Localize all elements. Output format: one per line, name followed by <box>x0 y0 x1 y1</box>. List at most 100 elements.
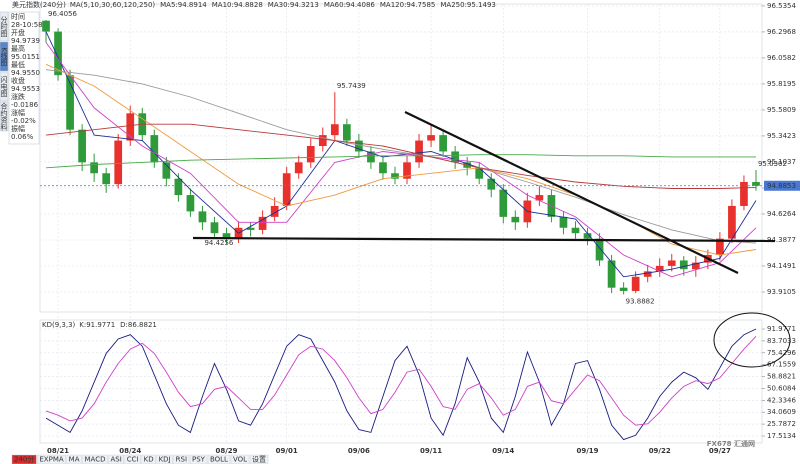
kd-line <box>45 335 757 426</box>
candle-body <box>499 189 508 217</box>
candle-body <box>342 124 351 141</box>
side-tab-label[interactable]: 合约资料 <box>0 102 8 132</box>
candle-body <box>679 260 688 270</box>
y-tick-label: 96.0582 <box>767 54 796 62</box>
candle-body <box>174 178 183 196</box>
bottom-tab-label[interactable]: PSY <box>192 456 206 464</box>
ma-line <box>45 42 757 278</box>
ma-line <box>45 123 757 189</box>
info-label: 涨幅 <box>11 108 25 117</box>
bottom-tab[interactable] <box>66 454 82 464</box>
candle-body <box>716 238 724 255</box>
extreme-label: 93.8882 <box>626 297 655 305</box>
side-tab[interactable] <box>0 11 9 42</box>
info-label: 开盘 <box>11 28 25 37</box>
y-tick-label: 93.9105 <box>767 288 796 296</box>
bottom-tab-label[interactable]: MA <box>69 456 80 464</box>
extreme-label: 95.0302 <box>758 160 787 168</box>
candle-body <box>475 167 484 179</box>
y-tick-label: 94.1491 <box>767 262 796 270</box>
side-tab-label[interactable]: 闪电图 <box>0 75 8 98</box>
candle-body <box>487 178 496 190</box>
bottom-tab-label[interactable]: 设置 <box>252 455 266 464</box>
candle-body <box>306 146 315 163</box>
candle-body <box>282 173 291 206</box>
candle-body <box>535 195 544 201</box>
candle-body <box>740 181 748 206</box>
candle-body <box>571 227 580 234</box>
x-tick-label: 08/29 <box>215 447 237 455</box>
y-tick-label: 94.6264 <box>767 210 796 218</box>
candle-body <box>66 75 74 130</box>
info-label: 时间 <box>11 12 25 21</box>
info-value: 28-10:58 <box>11 21 43 29</box>
bottom-tab[interactable] <box>124 454 141 464</box>
candle-body <box>186 195 195 212</box>
legend-entry: MA250:95.1493 <box>440 1 496 9</box>
y-tick-label: 75.4296 <box>767 349 796 357</box>
candle-body <box>367 151 375 163</box>
candle-body <box>559 216 568 228</box>
info-value: 94.9739 <box>11 37 40 45</box>
candle-body <box>607 260 616 288</box>
legend-entry: K:91.9771 <box>79 321 115 329</box>
bottom-tab-label[interactable]: CCI <box>127 456 139 464</box>
side-tab[interactable] <box>0 101 9 132</box>
candle-body <box>42 20 50 32</box>
current-price-box <box>764 180 800 191</box>
candle-body <box>246 227 255 230</box>
candle-body <box>210 222 219 234</box>
candle-body <box>427 135 435 141</box>
candle-body <box>294 162 303 174</box>
bottom-tab[interactable] <box>156 454 173 464</box>
candle-body <box>102 173 111 185</box>
y-tick-label: 95.5809 <box>767 106 796 114</box>
info-value: 95.0151 <box>11 53 40 61</box>
info-value: 94.9550 <box>11 69 40 77</box>
chart-title: KD(9,3,3) <box>42 321 76 329</box>
side-tab[interactable] <box>0 41 9 72</box>
side-tab-label[interactable]: K线图 <box>0 47 8 67</box>
side-tab-label[interactable]: 分时图 <box>0 15 8 38</box>
bottom-tab[interactable] <box>189 454 208 464</box>
y-tick-label: 58.8821 <box>767 373 796 381</box>
candle-body <box>355 140 363 152</box>
bottom-tab[interactable] <box>141 454 156 464</box>
bottom-tab[interactable] <box>108 454 124 464</box>
bottom-tab-label[interactable]: KD <box>144 456 154 464</box>
drawings <box>192 111 791 368</box>
bottom-tab-label[interactable]: VOL <box>233 456 247 464</box>
bottom-tab[interactable] <box>37 454 66 464</box>
bottom-tab[interactable] <box>82 454 108 464</box>
bottom-tab-label[interactable]: KDJ <box>159 456 171 464</box>
candle-body <box>655 265 664 272</box>
bottom-tab[interactable] <box>230 454 250 464</box>
bottom-tab[interactable] <box>207 454 231 464</box>
bottom-tab-label[interactable]: ASI <box>110 456 121 464</box>
bottom-tab-label[interactable]: MACD <box>84 456 105 464</box>
bottom-tab-label[interactable]: EXPMA <box>39 456 63 464</box>
trend-line <box>404 111 739 274</box>
info-value: -0.0186 <box>11 101 39 109</box>
candle-body <box>619 287 628 291</box>
info-label: 振幅 <box>11 124 25 133</box>
info-value: 94.9553 <box>11 85 40 93</box>
bottom-tab-label[interactable]: BOLL <box>210 456 228 464</box>
bottom-tab-label[interactable]: 240分 <box>14 455 34 464</box>
side-tab[interactable] <box>0 71 9 102</box>
extreme-label: 96.4056 <box>48 10 77 18</box>
candle-body <box>403 162 411 179</box>
bottom-tab[interactable] <box>173 454 190 464</box>
current-price-label: 94.8853 <box>767 182 796 190</box>
info-label: 收盘 <box>11 76 25 85</box>
bottom-tab-label[interactable]: RSI <box>176 456 187 464</box>
bottom-tab[interactable] <box>11 454 37 464</box>
ma-line <box>45 69 757 244</box>
highlight-circle <box>713 312 791 368</box>
legend-entry: MA10:94.8828 <box>212 1 263 9</box>
bottom-tab[interactable] <box>249 454 269 464</box>
x-tick-label: 09/19 <box>576 447 598 455</box>
legend-entry: MA60:94.4086 <box>324 1 376 9</box>
y-tick-label: 17.5134 <box>767 432 796 440</box>
